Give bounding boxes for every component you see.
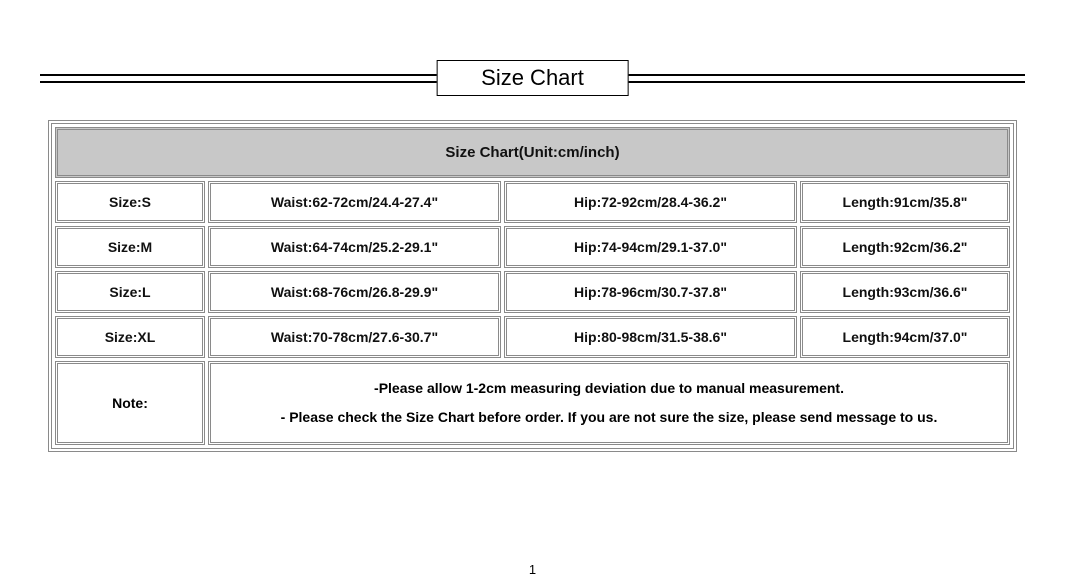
cell-length: Length:94cm/37.0": [800, 316, 1010, 358]
cell-waist: Waist:68-76cm/26.8-29.9": [208, 271, 501, 313]
cell-hip: Hip:72-92cm/28.4-36.2": [504, 181, 797, 223]
note-label: Note:: [55, 361, 205, 445]
table-row: Size:XL Waist:70-78cm/27.6-30.7" Hip:80-…: [55, 316, 1010, 358]
table-header: Size Chart(Unit:cm/inch): [55, 127, 1010, 178]
cell-size: Size:M: [55, 226, 205, 268]
size-chart-page: Size Chart Size Chart(Unit:cm/inch) Size…: [0, 0, 1065, 585]
table-row: Size:M Waist:64-74cm/25.2-29.1" Hip:74-9…: [55, 226, 1010, 268]
cell-hip: Hip:80-98cm/31.5-38.6": [504, 316, 797, 358]
cell-size: Size:L: [55, 271, 205, 313]
note-body: -Please allow 1-2cm measuring deviation …: [208, 361, 1010, 445]
cell-length: Length:92cm/36.2": [800, 226, 1010, 268]
cell-length: Length:93cm/36.6": [800, 271, 1010, 313]
size-table: Size Chart(Unit:cm/inch) Size:S Waist:62…: [48, 120, 1017, 452]
title-band: Size Chart: [40, 60, 1025, 100]
table-row: Size:L Waist:68-76cm/26.8-29.9" Hip:78-9…: [55, 271, 1010, 313]
cell-length: Length:91cm/35.8": [800, 181, 1010, 223]
page-number: 1: [0, 562, 1065, 577]
cell-waist: Waist:70-78cm/27.6-30.7": [208, 316, 501, 358]
cell-hip: Hip:74-94cm/29.1-37.0": [504, 226, 797, 268]
cell-size: Size:S: [55, 181, 205, 223]
note-row: Note: -Please allow 1-2cm measuring devi…: [55, 361, 1010, 445]
cell-size: Size:XL: [55, 316, 205, 358]
note-line: -Please allow 1-2cm measuring deviation …: [231, 376, 987, 401]
note-line: - Please check the Size Chart before ord…: [231, 405, 987, 430]
cell-waist: Waist:64-74cm/25.2-29.1": [208, 226, 501, 268]
page-title: Size Chart: [436, 60, 629, 96]
cell-hip: Hip:78-96cm/30.7-37.8": [504, 271, 797, 313]
table-row: Size:S Waist:62-72cm/24.4-27.4" Hip:72-9…: [55, 181, 1010, 223]
cell-waist: Waist:62-72cm/24.4-27.4": [208, 181, 501, 223]
